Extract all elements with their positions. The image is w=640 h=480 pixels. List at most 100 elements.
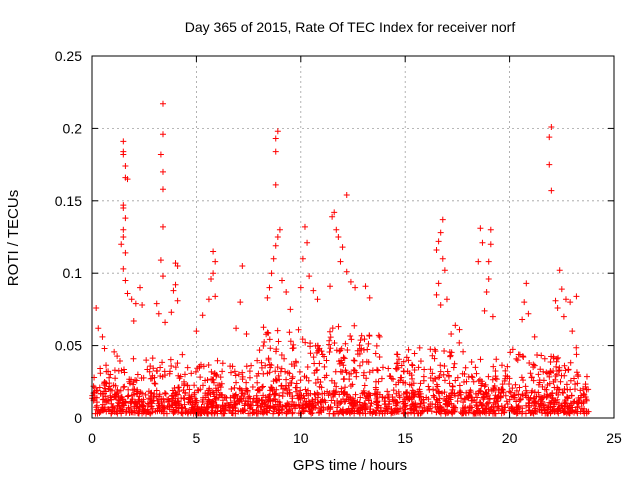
data-point: [460, 348, 467, 355]
data-point: [287, 406, 294, 413]
data-point: [312, 342, 319, 349]
data-point: [197, 386, 204, 393]
data-point: [445, 392, 452, 399]
data-point: [264, 370, 271, 377]
data-point: [326, 328, 333, 335]
data-point: [400, 368, 407, 375]
data-point: [393, 398, 400, 405]
data-point: [394, 408, 401, 415]
data-point: [124, 393, 131, 400]
data-point: [574, 371, 581, 378]
data-point: [577, 408, 584, 415]
data-point: [495, 407, 502, 414]
data-point: [162, 390, 169, 397]
data-point: [102, 393, 109, 400]
data-point: [387, 373, 394, 380]
data-point: [473, 401, 480, 408]
data-point: [130, 381, 137, 388]
data-point: [114, 353, 121, 360]
data-point: [457, 389, 464, 396]
data-point: [120, 265, 127, 272]
data-point: [287, 306, 294, 313]
data-point: [525, 399, 532, 406]
data-point: [441, 348, 448, 355]
data-point: [172, 281, 179, 288]
data-point: [538, 352, 545, 359]
data-point: [161, 390, 168, 397]
data-point: [157, 257, 164, 264]
data-point: [322, 399, 329, 406]
data-point: [260, 324, 267, 331]
data-point: [289, 410, 296, 417]
data-point: [127, 398, 134, 405]
data-point: [161, 368, 168, 375]
data-point: [181, 371, 188, 378]
data-point: [118, 367, 125, 374]
data-point: [372, 384, 379, 391]
data-point: [374, 367, 381, 374]
data-point: [243, 387, 250, 394]
data-point: [563, 393, 570, 400]
data-point: [558, 402, 565, 409]
data-point: [156, 393, 163, 400]
data-point: [340, 354, 347, 361]
data-point: [93, 304, 100, 311]
data-point: [477, 387, 484, 394]
data-point: [187, 399, 194, 406]
data-point: [258, 359, 265, 366]
data-point: [527, 370, 534, 377]
data-point: [131, 386, 138, 393]
data-point: [522, 383, 529, 390]
data-point: [206, 387, 213, 394]
data-point: [342, 384, 349, 391]
data-point: [207, 399, 214, 406]
data-point: [359, 402, 366, 409]
data-point: [306, 273, 313, 280]
data-point: [159, 186, 166, 193]
data-point: [343, 192, 350, 199]
data-point: [221, 410, 228, 417]
data-point: [202, 377, 209, 384]
data-point: [400, 379, 407, 386]
data-point: [518, 374, 525, 381]
data-point: [493, 395, 500, 402]
data-point: [252, 399, 259, 406]
data-point: [541, 386, 548, 393]
data-point: [314, 376, 321, 383]
data-point: [577, 387, 584, 394]
data-point: [304, 239, 311, 246]
data-point: [507, 389, 514, 396]
data-point: [335, 234, 342, 240]
data-point: [351, 407, 358, 414]
data-point: [359, 358, 366, 365]
data-point: [122, 249, 129, 256]
data-point: [302, 386, 309, 393]
data-point: [547, 359, 554, 366]
data-point: [292, 384, 299, 391]
data-point: [544, 382, 551, 389]
data-point: [423, 394, 430, 401]
data-point: [217, 408, 224, 415]
data-point: [548, 123, 555, 130]
data-point: [347, 383, 354, 390]
x-tick-label: 0: [88, 430, 96, 446]
x-axis-label: GPS time / hours: [293, 457, 407, 474]
data-point: [122, 409, 129, 416]
data-point: [487, 226, 494, 233]
data-point: [478, 382, 485, 389]
data-point: [174, 397, 181, 404]
data-point: [378, 375, 385, 382]
data-point: [551, 384, 558, 391]
data-point: [343, 369, 350, 376]
data-point: [337, 407, 344, 414]
data-point: [441, 362, 448, 369]
data-point: [557, 378, 564, 385]
data-point: [357, 337, 364, 344]
data-point: [473, 407, 480, 414]
data-point: [130, 355, 137, 362]
data-point: [278, 406, 285, 413]
data-point: [151, 380, 158, 387]
axis-ticks: [91, 55, 615, 419]
data-point: [435, 280, 442, 287]
data-point: [117, 387, 124, 394]
